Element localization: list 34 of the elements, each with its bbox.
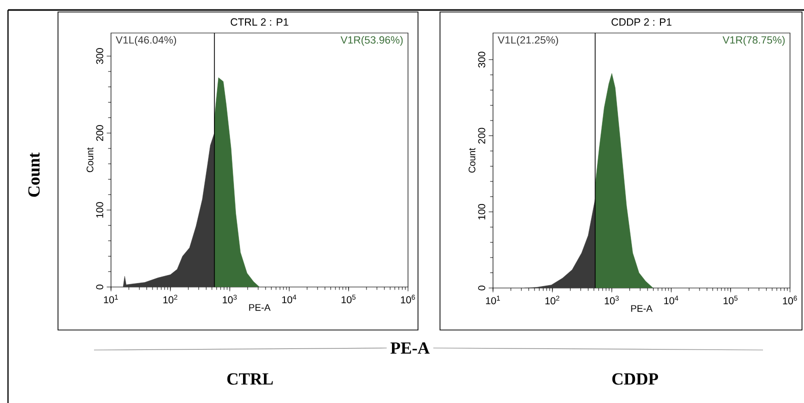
y-tick-label: 200 xyxy=(478,128,486,144)
text: CTRL xyxy=(227,373,273,385)
x-tick-label: 10$^{4}$ xyxy=(664,296,678,304)
x-tick-label: 10$^{3}$ xyxy=(604,296,619,304)
x-tick-label: 10$^{4}$ xyxy=(282,294,296,304)
text: Count xyxy=(28,152,40,197)
y-tick-label: 200 xyxy=(96,125,104,141)
y-axis-title: Count xyxy=(468,148,476,173)
x-tick-label: 10$^{3}$ xyxy=(222,294,237,304)
text: V1R(53.96%) xyxy=(340,36,403,46)
y-tick-label: 300 xyxy=(478,52,486,68)
text: V1L(21.25%) xyxy=(498,36,558,46)
y-tick-label: 0 xyxy=(96,284,104,290)
y-tick-label: 100 xyxy=(96,202,104,218)
x-tick-label: 10$^{5}$ xyxy=(724,296,738,304)
x-axis-title: PE-A xyxy=(631,305,653,312)
x-tick-label: 10$^{6}$ xyxy=(783,296,797,304)
text: PE-A xyxy=(390,342,430,354)
x-tick-label: 10$^{1}$ xyxy=(104,294,118,304)
chart-title: CTRL 2 : P1 xyxy=(230,18,288,26)
y-axis-title: Count xyxy=(86,147,94,172)
x-tick-label: 10$^{2}$ xyxy=(545,296,560,304)
text: V1R(78.75%) xyxy=(722,36,785,46)
text: CDDP xyxy=(612,373,658,385)
y-tick-label: 0 xyxy=(478,286,486,290)
y-tick-label: 100 xyxy=(478,204,486,220)
text: V1L(46.04%) xyxy=(116,36,176,46)
x-axis-title: PE-A xyxy=(249,304,271,311)
x-tick-label: 10$^{2}$ xyxy=(163,294,178,304)
y-tick-label: 300 xyxy=(96,48,104,64)
x-tick-label: 10$^{5}$ xyxy=(342,294,356,304)
chart-title: CDDP 2 : P1 xyxy=(612,18,672,26)
x-tick-label: 10$^{6}$ xyxy=(401,294,415,304)
x-tick-label: 10$^{1}$ xyxy=(486,296,500,304)
